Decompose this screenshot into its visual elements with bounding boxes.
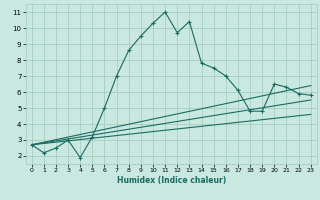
- X-axis label: Humidex (Indice chaleur): Humidex (Indice chaleur): [116, 176, 226, 185]
